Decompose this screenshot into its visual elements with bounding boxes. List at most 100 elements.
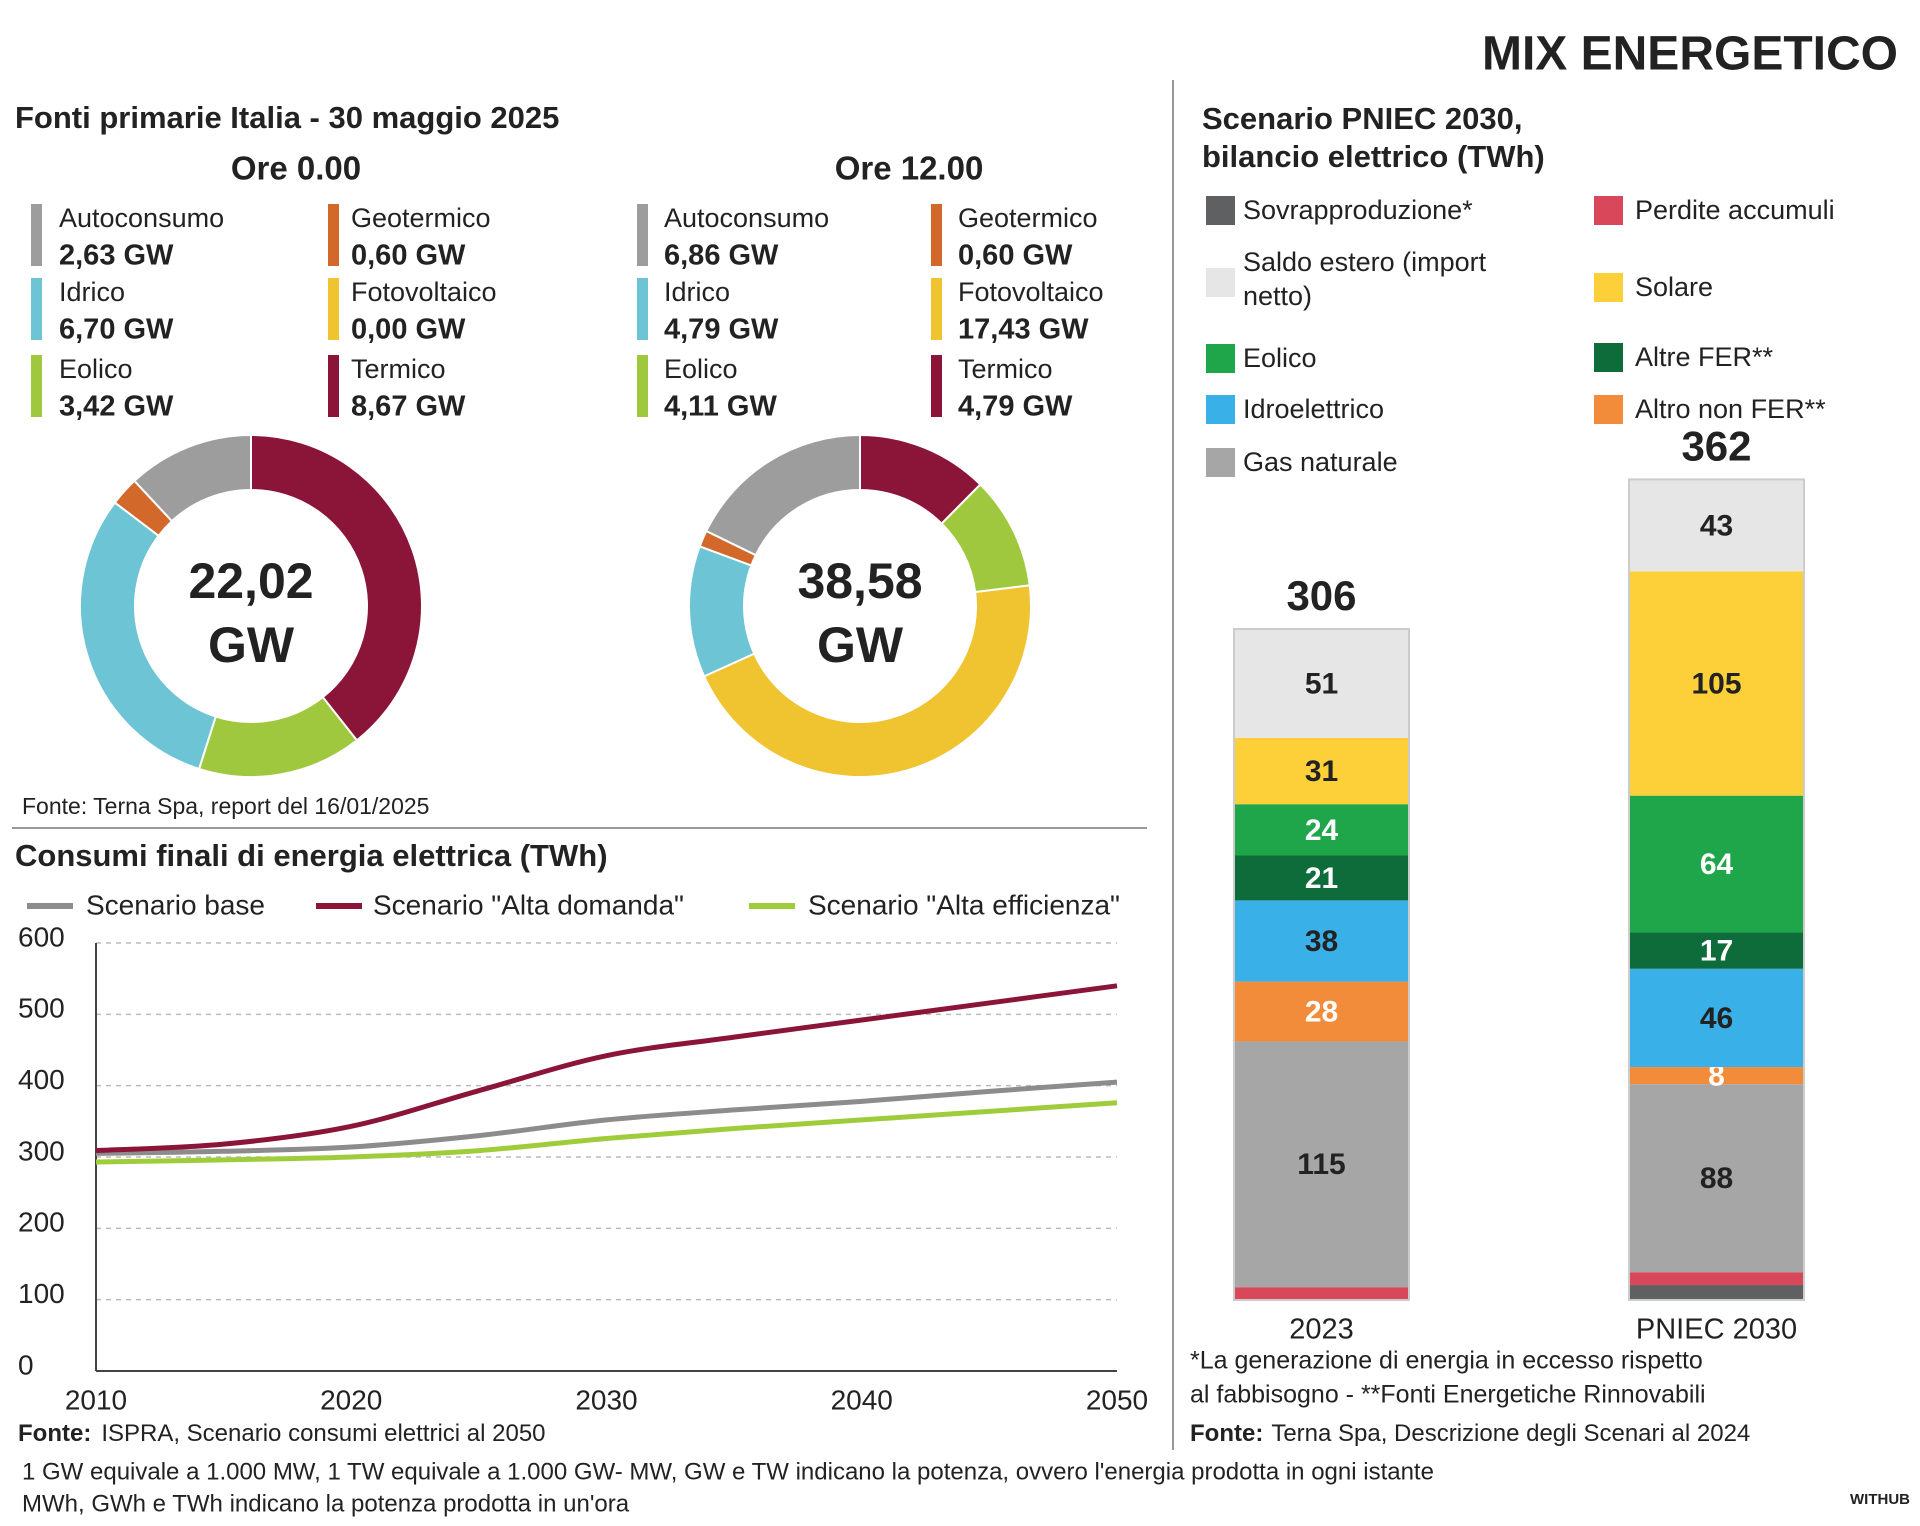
legend-label: Scenario "Alta domanda"	[373, 889, 684, 920]
y-tick-label: 400	[18, 1064, 65, 1095]
legend-label: Fotovoltaico	[351, 277, 497, 307]
x-tick-label: 2040	[831, 1384, 893, 1415]
source-label: Fonte:	[18, 1420, 91, 1447]
legend-label: Termico	[351, 354, 446, 384]
legend-swatch	[1206, 344, 1235, 373]
bar-segment	[1629, 1272, 1804, 1286]
data-label: 115	[1297, 1148, 1345, 1181]
credit: WITHUB	[1850, 1491, 1910, 1508]
data-label: 51	[1305, 667, 1338, 700]
source-text: ISPRA, Scenario consumi elettrici al 205…	[101, 1420, 545, 1447]
legend-swatch	[1206, 268, 1235, 297]
legend-swatch	[31, 355, 42, 417]
bar-segment	[1629, 932, 1804, 969]
bar-segment	[1629, 1285, 1804, 1300]
data-label: 28	[1305, 995, 1338, 1028]
legend-label: Geotermico	[958, 203, 1098, 233]
data-label: 46	[1700, 1002, 1733, 1035]
legend-swatch	[931, 204, 942, 266]
legend-value: 6,86 GW	[664, 240, 779, 272]
legend-swatch	[1594, 273, 1623, 302]
legend-swatch	[931, 355, 942, 417]
y-tick-label: 300	[18, 1135, 65, 1166]
section-title: bilancio elettrico (TWh)	[1202, 139, 1545, 174]
legend-label: Saldo estero (import netto)	[1243, 247, 1487, 311]
data-label: 31	[1305, 755, 1338, 788]
legend-value: 0,60 GW	[958, 240, 1073, 272]
legend-value: 17,43 GW	[958, 314, 1089, 346]
main-title: MIX ENERGETICO	[1482, 28, 1898, 81]
bar-segment	[1234, 855, 1409, 901]
donut-title: Ore 0.00	[231, 150, 361, 187]
section-title: Fonti primarie Italia - 30 maggio 2025	[15, 100, 559, 135]
donut-segment	[859, 433, 982, 525]
legend-swatch	[328, 278, 339, 340]
legend-label: Idrico	[664, 277, 730, 307]
legend-swatch	[1206, 448, 1235, 477]
legend-label-box: Altre FER**	[1635, 342, 1773, 372]
data-label: 38	[1305, 925, 1338, 958]
bar-segment	[1234, 981, 1409, 1042]
legend-swatch	[1594, 196, 1623, 225]
donut-segment	[704, 433, 861, 557]
bar-segment	[1234, 737, 1409, 805]
legend-value: 4,79 GW	[664, 314, 779, 346]
data-label: 21	[1305, 862, 1338, 895]
bar-segment	[1234, 900, 1409, 982]
bar-segment	[1629, 795, 1804, 933]
legend-swatch	[637, 355, 648, 417]
data-label: 17	[1700, 935, 1733, 968]
legend-label: Scenario "Alta efficienza"	[808, 889, 1120, 920]
data-label: 8	[1708, 1060, 1725, 1093]
legend-value: 6,70 GW	[59, 314, 174, 346]
legend-label: Gas naturale	[1243, 447, 1398, 477]
bar-segment	[1629, 1067, 1804, 1085]
legend-label-box: Altro non FER**	[1635, 394, 1826, 424]
bar-segment	[1629, 571, 1804, 796]
legend-swatch	[31, 204, 42, 266]
legend-value: 0,60 GW	[351, 240, 466, 272]
data-label: 105	[1691, 667, 1741, 700]
y-tick-label: 0	[18, 1349, 34, 1380]
center-label: 22,02	[188, 553, 313, 609]
legend-label-box: Eolico	[1243, 343, 1317, 373]
x-tick-label: 2030	[575, 1384, 637, 1415]
legend-label-box: Gas naturale	[1243, 447, 1398, 477]
legend-swatch	[637, 204, 648, 266]
legend-label-box: Idroelettrico	[1243, 394, 1384, 424]
data-label: 43	[1700, 509, 1733, 542]
legend-label: Geotermico	[351, 203, 491, 233]
bar-outline	[1233, 627, 1410, 1301]
donut-segment	[688, 545, 756, 678]
legend-swatch	[1594, 395, 1623, 424]
x-tick-label: 2020	[320, 1384, 382, 1415]
legend-label: Termico	[958, 354, 1053, 384]
source: Fonte: Terna Spa, Descrizione degli Scena…	[1190, 1420, 1750, 1447]
footnote: *La generazione di energia in eccesso ri…	[1190, 1347, 1703, 1375]
bar-outline	[1628, 478, 1805, 1301]
source: Fonte: Terna Spa, report del 16/01/2025	[22, 793, 429, 819]
bar-segment	[1234, 1041, 1409, 1288]
legend-label: Sovrapproduzione*	[1243, 195, 1473, 225]
legend-swatch	[1594, 343, 1623, 372]
donut-segment	[250, 433, 423, 742]
line-series	[95, 1079, 1118, 1156]
x-tick-label: 2010	[65, 1384, 127, 1415]
legend-value: 4,79 GW	[958, 391, 1073, 423]
y-tick-label: 200	[18, 1207, 65, 1238]
legend-label: Eolico	[59, 354, 133, 384]
section-title: Consumi finali di energia elettrica (TWh…	[15, 838, 608, 873]
legend-swatch	[637, 278, 648, 340]
legend-swatch	[1206, 196, 1235, 225]
legend-swatch	[1206, 395, 1235, 424]
legend-label-box: Solare	[1635, 272, 1714, 302]
legend-label: Solare	[1635, 272, 1714, 302]
legend-value: 2,63 GW	[59, 240, 174, 272]
legend-label: Scenario base	[86, 889, 265, 920]
x-tick-label: 2050	[1086, 1384, 1148, 1415]
bar-segment	[1234, 1287, 1409, 1300]
legend-value: 0,00 GW	[351, 314, 466, 346]
center-label: GW	[208, 617, 295, 673]
total-label: 306	[1286, 572, 1356, 619]
data-label: 64	[1700, 848, 1734, 881]
